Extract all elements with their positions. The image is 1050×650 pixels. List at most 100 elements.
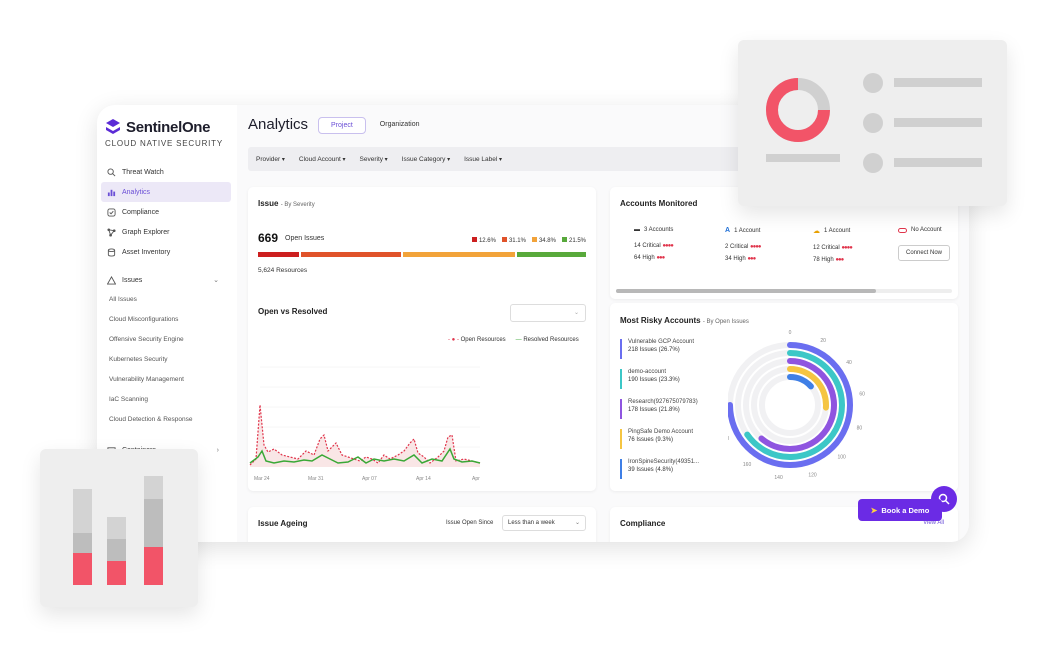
sidebar-subitem-vulnerability-management[interactable]: Vulnerability Management [109, 376, 184, 383]
severity-segment [258, 252, 299, 257]
line-chart-legend: - ● - Open Resources — Resolved Resource… [448, 337, 579, 343]
tab-project[interactable]: Project [318, 117, 366, 134]
issue-open-since-label: Issue Open Since [446, 520, 494, 526]
chevron-right-icon: › [216, 446, 219, 454]
sidebar-subitem-iac-scanning[interactable]: IaC Scanning [109, 396, 149, 403]
sidebar-item-compliance[interactable]: Compliance [101, 202, 231, 222]
connect-now-button[interactable]: Connect Now [898, 245, 951, 261]
radial-tick-label: 140 [774, 475, 783, 481]
chevron-down-icon: ⌄ [574, 520, 580, 526]
sidebar-item-threat-watch[interactable]: Threat Watch [101, 162, 231, 182]
list-item[interactable]: Research(927675079783) 178 Issues (21.8%) [620, 399, 699, 419]
sidebar-item-label: Compliance [122, 208, 159, 216]
x-tick-label: Mar 31 [308, 476, 324, 482]
issue-card: Issue - By Severity 669 Open Issues 12.6… [248, 187, 596, 491]
filter-severity[interactable]: Severity [360, 156, 388, 163]
severity-bar [258, 252, 587, 257]
radial-bar[interactable] [744, 350, 845, 460]
radial-tick-label: 20 [820, 338, 826, 344]
most-risky-accounts-card: Most Risky Accounts - By Open Issues Vul… [610, 303, 958, 491]
view-all-link[interactable]: View All [923, 520, 944, 526]
x-tick-label: Apr 14 [416, 476, 431, 482]
severity-legend-critical: 12.6% [472, 237, 496, 244]
sidebar-subitem-all-issues[interactable]: All Issues [109, 296, 137, 303]
radial-tick-label: 60 [859, 392, 865, 398]
critical-dots: ●●●● [750, 244, 761, 250]
megaphone-icon: ➤ [870, 505, 878, 515]
date-range-select[interactable]: ​⌄ [510, 304, 586, 322]
resolved-resources-line [249, 447, 481, 464]
sidebar-nav: Threat Watch Analytics Compliance Graph … [101, 162, 231, 460]
filter-provider[interactable]: Provider [256, 156, 285, 163]
sidebar-subitem-offensive-security-engine[interactable]: Offensive Security Engine [109, 336, 184, 343]
gcp-icon: ☁ [813, 228, 820, 235]
main-content: Analytics Project Organization Provider … [237, 105, 969, 542]
book-demo-button[interactable]: ➤ Book a Demo [858, 499, 942, 521]
scrollbar-thumb[interactable] [616, 289, 876, 293]
graph-icon [107, 227, 116, 237]
sidebar-subitem-kubernetes-security[interactable]: Kubernetes Security [109, 356, 168, 363]
radial-tick-label: 40 [846, 360, 852, 366]
database-icon [107, 247, 116, 257]
x-tick-label: Mar 24 [254, 476, 270, 482]
oracle-icon [898, 227, 907, 233]
sidebar-item-asset-inventory[interactable]: Asset Inventory [101, 242, 231, 262]
sidebar-group-issues[interactable]: Issues ⌄ [101, 270, 231, 290]
open-vs-resolved-title: Open vs Resolved [258, 307, 328, 316]
brand-name: SentinelOne [126, 118, 211, 136]
scope-tabs: Project Organization [318, 117, 432, 134]
issue-open-since-select[interactable]: Less than a week ⌄ [502, 515, 586, 531]
account-column-gcp: ☁ 1 Account 12 Critical ●●●● 78 High ●●● [813, 228, 853, 263]
issue-ageing-title: Issue Ageing [258, 519, 308, 528]
radial-tick-label: 80 [857, 426, 863, 432]
radial-tick-label: 0 [789, 330, 792, 336]
severity-segment [402, 252, 515, 257]
high-dots: ●●● [835, 257, 844, 263]
risky-card-title: Most Risky Accounts - By Open Issues [620, 316, 749, 325]
radial-tick-label: 180 [728, 436, 729, 442]
severity-segment [516, 252, 587, 257]
legend-resolved-resources: — Resolved Resources [515, 337, 579, 343]
x-tick-label: Apr 07 [362, 476, 377, 482]
list-item[interactable]: Vulnerable GCP Account 218 Issues (26.7%) [620, 339, 699, 359]
sidebar-item-label: Threat Watch [122, 168, 164, 176]
severity-legend-low: 21.5% [562, 237, 586, 244]
radial-bar[interactable] [758, 358, 837, 452]
sidebar-item-analytics[interactable]: Analytics [101, 182, 231, 202]
radial-bar[interactable] [787, 374, 814, 390]
compliance-title: Compliance [620, 519, 666, 528]
severity-legend-medium: 34.8% [532, 237, 556, 244]
sidebar-item-label: Analytics [122, 188, 151, 196]
list-item[interactable]: IronSpineSecurity(49351... 39 Issues (4.8… [620, 459, 699, 479]
radial-bar[interactable] [787, 366, 829, 411]
list-item[interactable]: PingSafe Demo Account 76 Issues (9.3%) [620, 429, 699, 449]
filter-issue-label[interactable]: Issue Label [464, 156, 502, 163]
filter-cloud-account[interactable]: Cloud Account [299, 156, 346, 163]
radial-tick-label: 100 [837, 455, 846, 461]
sidebar-item-label: Asset Inventory [122, 248, 171, 256]
bar-chart-icon [73, 476, 163, 585]
horizontal-scrollbar[interactable] [616, 289, 952, 293]
sidebar-subitem-cloud-detection-response[interactable]: Cloud Detection & Response [109, 416, 193, 423]
severity-segment [300, 252, 401, 257]
radial-bar[interactable] [728, 342, 853, 468]
critical-dots: ●●●● [662, 243, 673, 249]
sidebar-item-graph-explorer[interactable]: Graph Explorer [101, 222, 231, 242]
issue-card-title: Issue - By Severity [258, 199, 315, 208]
search-icon [938, 493, 950, 505]
warning-icon [107, 275, 116, 285]
donut-legend-illustration [738, 40, 1007, 206]
account-column-aws: ▬ 3 Accounts 14 Critical ●●●● 64 High ●●● [634, 227, 674, 261]
critical-dots: ●●●● [841, 245, 852, 251]
chevron-down-icon: ⌄ [573, 310, 579, 316]
list-item[interactable]: demo-account 190 Issues (23.3%) [620, 369, 699, 389]
tab-organization[interactable]: Organization [379, 121, 420, 128]
open-issues-count: 669 [258, 231, 279, 245]
brand-logo[interactable]: SentinelOne [105, 118, 211, 136]
filter-issue-category[interactable]: Issue Category [402, 156, 450, 163]
sidebar-subitem-cloud-misconfigurations[interactable]: Cloud Misconfigurations [109, 316, 179, 323]
radial-tick-label: 160 [743, 462, 752, 468]
bar-chart-icon [107, 189, 116, 196]
high-dots: ●●● [747, 256, 756, 262]
